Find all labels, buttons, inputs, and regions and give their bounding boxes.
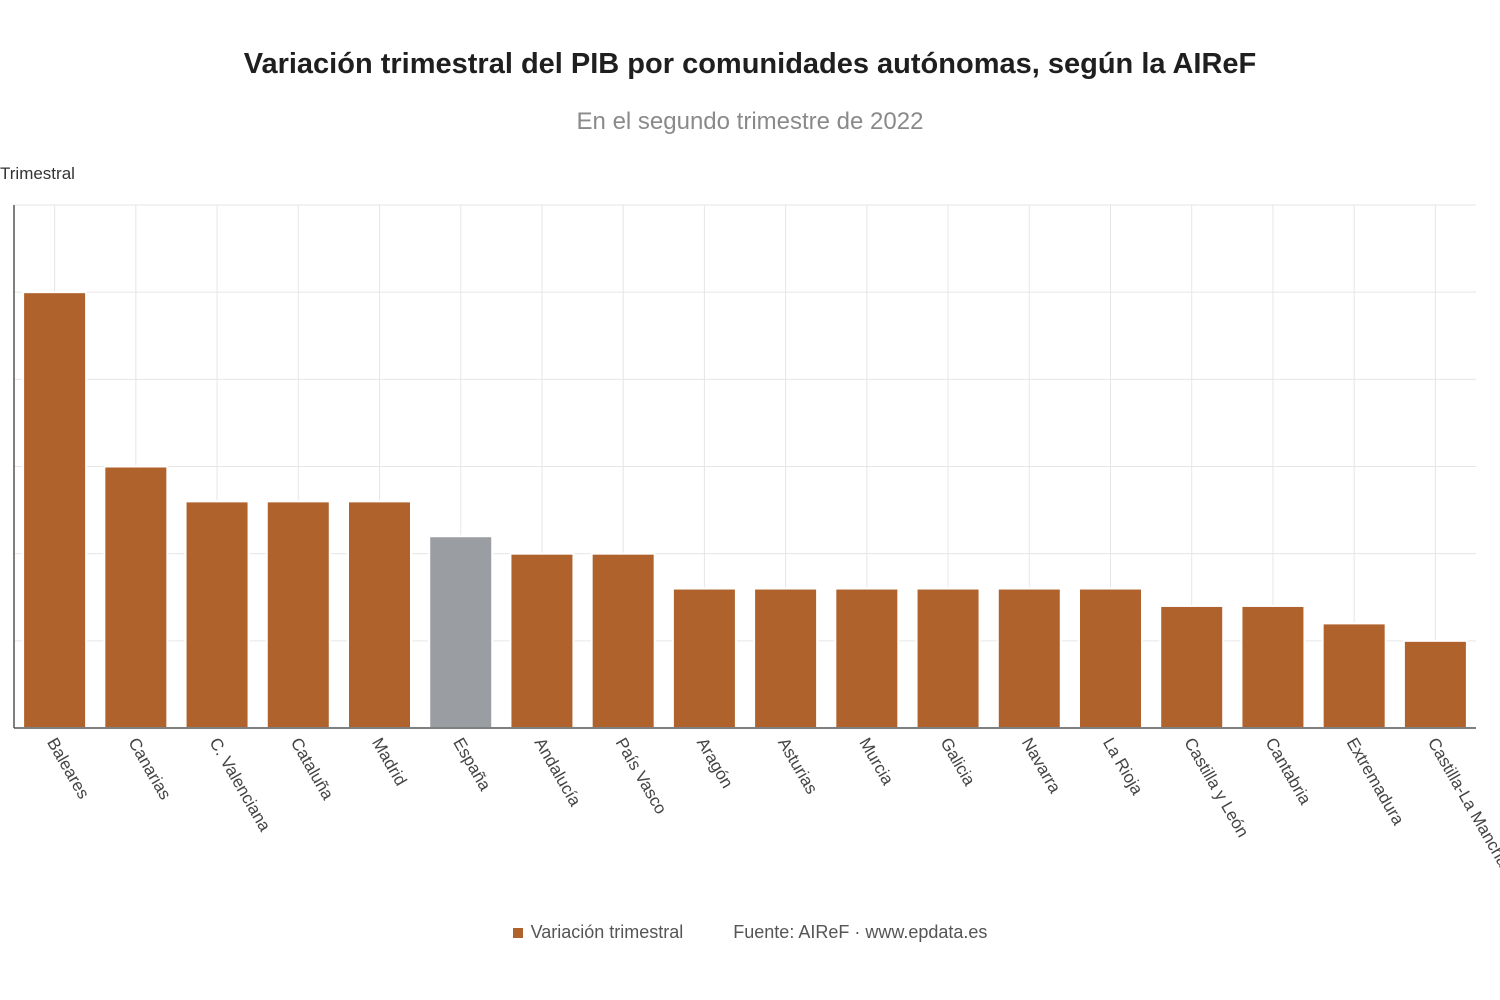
chart-subtitle: En el segundo trimestre de 2022 [576, 108, 924, 135]
x-tick-label: País Vasco [612, 735, 671, 818]
category-labels: Baleares Canarias C. Valenciana Cataluña Mad… [43, 735, 1500, 871]
x-tick-label: Castilla y León [1180, 735, 1252, 841]
bar[interactable] [915, 587, 981, 729]
x-tick-label: Baleares [43, 735, 93, 803]
bar[interactable] [834, 587, 900, 729]
bar[interactable] [1321, 622, 1387, 730]
bar[interactable] [1078, 587, 1143, 729]
x-tick-label: Navarra [1018, 735, 1065, 797]
x-tick-label: España [449, 735, 495, 795]
bar[interactable] [1159, 604, 1225, 730]
bar[interactable] [590, 552, 656, 730]
x-tick-label: Asturias [774, 735, 821, 798]
legend-swatch [512, 928, 523, 939]
bar[interactable] [996, 587, 1062, 729]
x-tick-label: Aragón [693, 735, 737, 792]
chart-footer: Variación trimestral Fuente: AIReF · www.… [0, 922, 1500, 943]
x-tick-label: La Rioja [1099, 735, 1147, 799]
x-tick-label: Galicia [937, 735, 980, 790]
bar[interactable] [509, 552, 575, 730]
source-text: Fuente: AIReF · www.epdata.es [733, 922, 988, 942]
bars [22, 291, 1468, 730]
axes [13, 205, 1476, 729]
x-tick-label: Cantabria [1261, 735, 1315, 809]
bar[interactable] [1402, 639, 1468, 729]
y-axis-unit-label: Trimestral [0, 164, 75, 183]
legend-label[interactable]: Variación trimestral [530, 922, 684, 942]
bar[interactable] [347, 500, 412, 729]
x-tick-label: Andalucía [530, 735, 585, 810]
x-tick-label: C. Valenciana [206, 735, 275, 836]
x-tick-label: Extremadura [1343, 735, 1408, 829]
bar[interactable] [22, 291, 88, 729]
x-tick-label: Madrid [368, 735, 410, 790]
bar[interactable] [428, 535, 494, 729]
bar[interactable] [103, 465, 169, 729]
x-tick-label: Cataluña [287, 735, 338, 804]
bar[interactable] [753, 587, 819, 729]
bar[interactable] [184, 500, 250, 729]
bar[interactable] [1240, 604, 1306, 730]
bar[interactable] [265, 500, 331, 729]
chart-title: Variación trimestral del PIB por comunid… [243, 48, 1257, 80]
x-tick-label: Canarias [124, 735, 174, 803]
x-tick-label: Castilla-La Mancha [1424, 735, 1500, 871]
bar[interactable] [671, 587, 737, 729]
x-tick-label: Murcia [855, 735, 897, 789]
